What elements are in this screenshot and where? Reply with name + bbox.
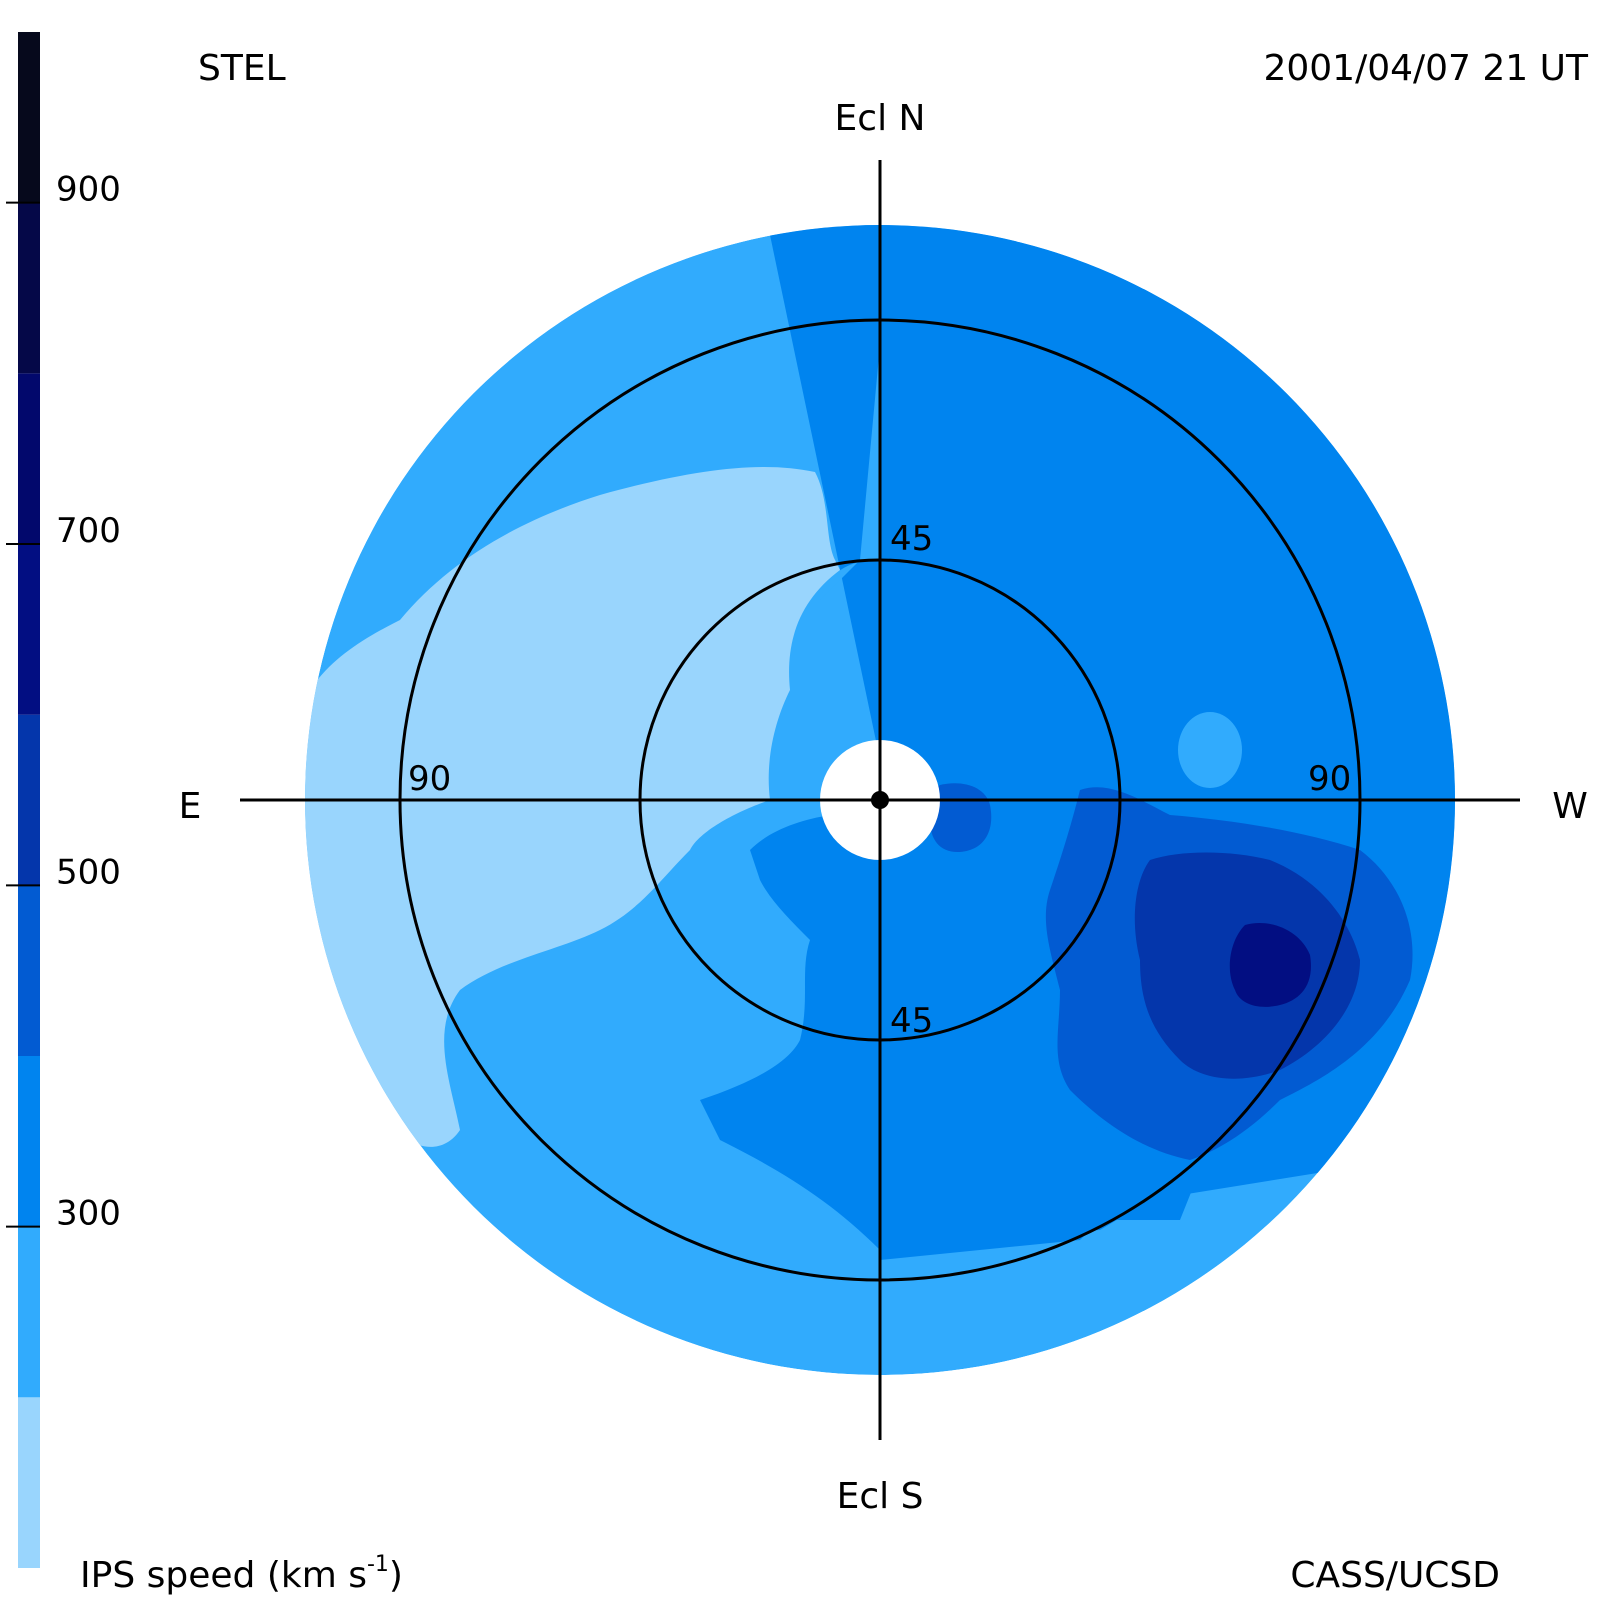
ring-label-inner-north: 45 bbox=[890, 519, 933, 559]
direction-label-south: Ecl S bbox=[837, 1476, 924, 1517]
colorbar: 300 500 700 900 bbox=[6, 32, 121, 1568]
direction-label-north: Ecl N bbox=[835, 98, 926, 139]
speed-region-small-patch bbox=[1178, 712, 1242, 788]
speed-region-west-peak bbox=[1229, 923, 1311, 1007]
direction-label-east: E bbox=[179, 786, 202, 827]
ring-label-outer-west: 90 bbox=[1308, 759, 1351, 799]
colorbar-tick-label-1: 500 bbox=[56, 852, 121, 892]
colorbar-band-3 bbox=[18, 885, 40, 1056]
colorbar-tick-label-0: 300 bbox=[56, 1194, 121, 1234]
colorbar-band-7 bbox=[18, 202, 40, 374]
colorbar-band-4 bbox=[18, 714, 40, 886]
speed-region-north-center bbox=[820, 345, 880, 600]
colorbar-tick-label-3: 900 bbox=[56, 170, 121, 210]
colorbar-title: IPS speed (km s-1) bbox=[80, 1552, 403, 1596]
colorbar-tick-label-2: 700 bbox=[56, 511, 121, 551]
timestamp-label: 2001/04/07 21 UT bbox=[1263, 48, 1589, 89]
colorbar-band-1 bbox=[18, 1226, 40, 1398]
observatory-label: STEL bbox=[198, 48, 286, 89]
ring-label-outer-east: 90 bbox=[408, 759, 451, 799]
colorbar-band-8 bbox=[18, 32, 40, 203]
colorbar-band-5 bbox=[18, 544, 40, 715]
direction-label-west: W bbox=[1552, 786, 1588, 827]
colorbar-band-2 bbox=[18, 1056, 40, 1227]
colorbar-band-6 bbox=[18, 373, 40, 544]
colorbar-band-0 bbox=[18, 1397, 40, 1568]
credit-label: CASS/UCSD bbox=[1290, 1555, 1500, 1596]
ring-label-inner-south: 45 bbox=[890, 1001, 933, 1041]
